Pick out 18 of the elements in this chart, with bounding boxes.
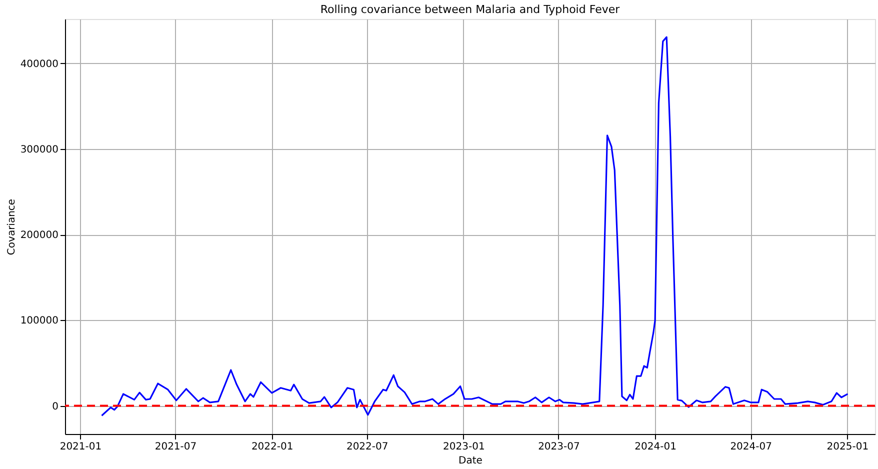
- y-tick-label: 300000: [20, 144, 58, 156]
- x-tick-label: 2025-01: [826, 442, 869, 452]
- y-tick-label: 100000: [20, 316, 58, 327]
- chart-title: Rolling covariance between Malaria and Typhoid Fever: [320, 3, 620, 16]
- x-tick-label: 2024-01: [634, 442, 676, 452]
- x-tick-label: 2021-07: [154, 442, 197, 452]
- x-tick-label: 2022-07: [346, 442, 388, 452]
- x-tick-label: 2022-01: [251, 442, 294, 452]
- x-tick-label: 2023-07: [538, 442, 580, 452]
- x-axis-title: Date: [458, 456, 482, 466]
- y-tick-label: 400000: [20, 58, 58, 70]
- line-series: [100, 36, 849, 416]
- y-tick-label: 200000: [20, 230, 58, 242]
- x-tick-label: 2023-01: [443, 442, 485, 452]
- x-tick-label: 2021-01: [60, 442, 102, 452]
- y-tick-label: 0: [52, 401, 58, 412]
- y-axis-title: Covariance: [6, 198, 18, 256]
- x-tick-label: 2024-07: [730, 442, 772, 452]
